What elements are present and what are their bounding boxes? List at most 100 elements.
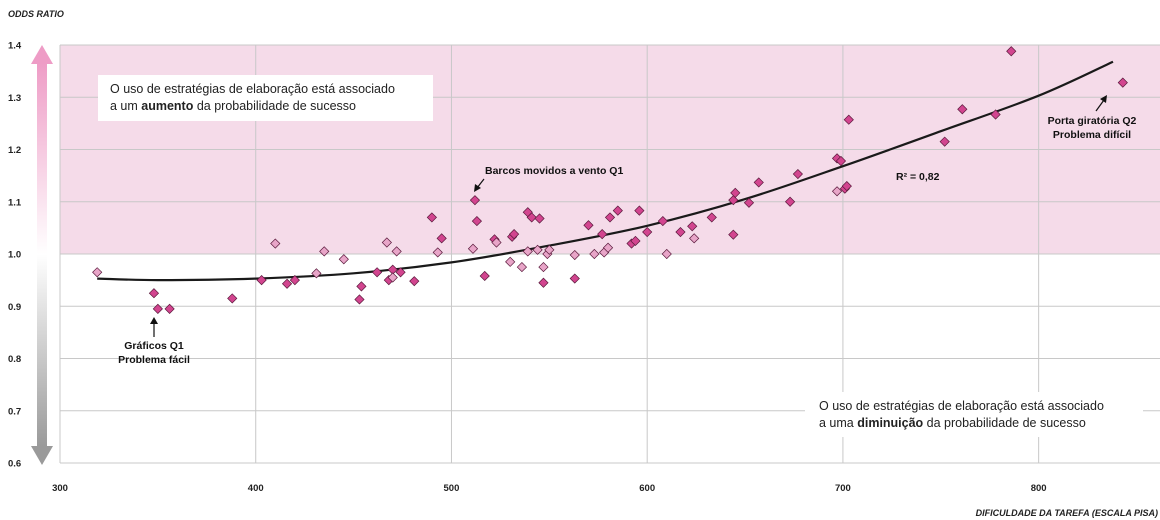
box-decrease-bg	[805, 392, 1143, 437]
data-point-dark	[642, 226, 653, 238]
data-point-dark	[354, 294, 365, 305]
y-tick-label: 0.8	[8, 354, 21, 365]
y-tick-label: 1.3	[8, 93, 21, 104]
annotation-barcos-label: Barcos movidos a vento Q1	[485, 165, 623, 177]
data-point-dark	[990, 109, 1001, 120]
data-point-dark	[675, 226, 686, 238]
data-point-dark	[426, 212, 437, 223]
box-decrease: O uso de estratégias de elaboração está …	[805, 392, 1143, 437]
data-point-dark	[409, 276, 420, 287]
annotation-porta-line1: Porta giratória Q2	[1048, 115, 1137, 127]
data-point-dark	[569, 273, 580, 284]
gradient-arrow	[31, 45, 53, 465]
box-decrease-line2-post: da probabilidade de sucesso	[923, 416, 1086, 430]
data-point-light	[522, 246, 533, 257]
annotation-barcos: Barcos movidos a vento Q1	[474, 165, 623, 192]
y-tick-label: 1.1	[8, 197, 22, 208]
data-point-dark	[256, 275, 267, 286]
data-point-light	[467, 243, 479, 254]
data-point-light	[569, 249, 580, 261]
data-point-light	[92, 267, 103, 278]
data-point-light	[391, 246, 402, 257]
y-tick-label: 0.9	[8, 302, 21, 313]
data-point-dark	[371, 267, 383, 278]
data-point-dark	[152, 303, 163, 314]
data-point-dark	[395, 267, 406, 278]
data-point-dark	[289, 275, 300, 286]
data-point-light	[381, 237, 392, 248]
data-point-light	[589, 248, 600, 260]
data-point-dark	[835, 155, 847, 167]
data-point-dark	[687, 221, 698, 232]
x-axis-label: DIFICULDADE DA TAREFA (ESCALA PISA)	[976, 508, 1158, 518]
data-point-dark	[612, 205, 623, 216]
data-point-dark	[604, 212, 616, 223]
box-decrease-line1: O uso de estratégias de elaboração está …	[819, 399, 1104, 413]
data-point-dark	[728, 195, 739, 206]
data-point-dark	[148, 288, 160, 299]
data-point-light	[516, 261, 528, 273]
annotation-graficos: Gráficos Q1 Problema fácil	[118, 317, 190, 366]
data-point-light	[532, 244, 543, 255]
x-tick-label: 800	[1031, 483, 1047, 494]
data-point-dark	[939, 136, 950, 147]
y-tick-label: 1.4	[8, 41, 22, 52]
arrow-head-down	[31, 446, 53, 465]
data-point-dark	[469, 195, 481, 206]
data-points	[92, 46, 1128, 314]
data-point-dark	[634, 205, 645, 216]
data-point-dark	[728, 229, 739, 240]
box-increase-line2-post: da probabilidade de sucesso	[193, 99, 356, 113]
data-point-dark	[1006, 46, 1017, 57]
data-point-light	[319, 246, 330, 257]
y-tick-label: 1.0	[8, 250, 21, 261]
data-point-dark	[436, 233, 447, 244]
data-point-dark	[471, 215, 482, 227]
box-increase: O uso de estratégias de elaboração está …	[98, 75, 433, 121]
data-point-dark	[281, 278, 293, 289]
data-point-light	[689, 233, 700, 244]
box-decrease-line2-bold: diminuição	[857, 416, 923, 430]
x-tick-label: 700	[835, 483, 851, 494]
arrow-head-up	[31, 45, 53, 64]
box-increase-line2-bold: aumento	[141, 99, 193, 113]
data-point-light	[505, 256, 516, 267]
data-point-light	[602, 242, 614, 253]
data-point-dark	[583, 220, 594, 231]
data-point-dark	[227, 293, 238, 304]
data-point-light	[270, 238, 281, 249]
box-increase-line2-pre: a um	[110, 99, 141, 113]
data-point-dark	[706, 212, 717, 223]
annotation-barcos-arrowhead	[474, 184, 481, 192]
data-point-dark	[792, 168, 803, 180]
annotation-graficos-line1: Gráficos Q1	[124, 340, 184, 352]
data-point-dark	[356, 281, 367, 292]
data-point-light	[338, 254, 349, 265]
y-tick-labels: 0.6 0.7 0.8 0.9 1.0 1.1 1.2 1.3 1.4	[8, 41, 22, 470]
trend-curve	[97, 60, 1114, 282]
data-point-dark	[843, 114, 854, 125]
data-point-dark	[1117, 77, 1128, 88]
data-point-dark	[538, 277, 549, 288]
data-point-dark	[630, 235, 641, 247]
data-point-dark	[841, 180, 852, 192]
annotation-porta-arrow	[1095, 99, 1105, 112]
r-squared-label: R² = 0,82	[896, 171, 940, 183]
data-point-dark	[743, 197, 755, 208]
x-tick-label: 300	[52, 483, 68, 494]
y-tick-label: 0.6	[8, 459, 21, 470]
annotation-porta-arrowhead	[1100, 95, 1107, 103]
data-point-light	[544, 244, 555, 255]
gradient-arrow-shaft	[37, 62, 47, 447]
data-point-light	[661, 248, 672, 260]
y-tick-label: 0.7	[8, 406, 21, 417]
data-point-dark	[957, 104, 968, 115]
box-increase-line1: O uso de estratégias de elaboração está …	[110, 82, 395, 96]
data-point-light	[432, 247, 443, 258]
data-point-dark	[784, 196, 796, 207]
data-point-dark	[753, 177, 764, 188]
box-increase-bg	[98, 75, 433, 121]
data-point-dark	[164, 303, 175, 314]
data-point-light	[538, 261, 549, 273]
